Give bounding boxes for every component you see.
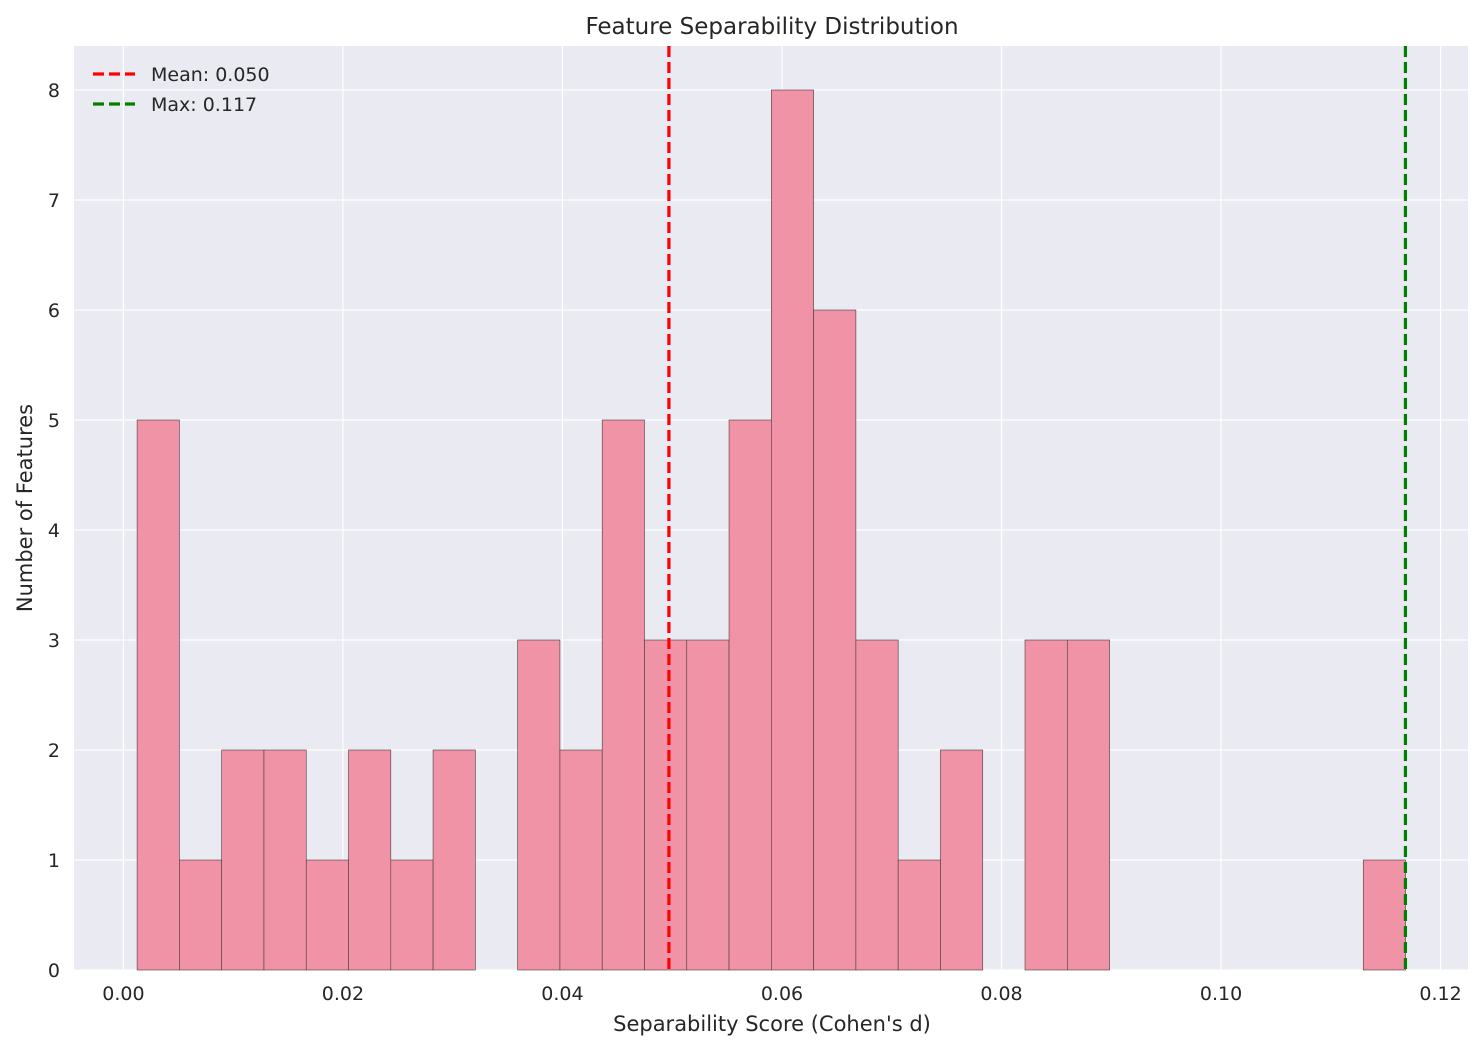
y-axis-ticks: 0 1 2 3 4 5 6 7 8 — [48, 80, 60, 982]
histogram-bar — [1362, 859, 1406, 971]
y-tick-label: 0 — [48, 960, 60, 982]
y-axis-label: Number of Features — [13, 404, 37, 612]
reference-lines — [667, 46, 1408, 970]
histogram-bar — [855, 639, 899, 971]
histogram-bar — [305, 859, 349, 971]
histogram-bar — [390, 859, 434, 971]
x-tick-label: 0.00 — [102, 983, 144, 1005]
histogram-bar — [813, 309, 857, 971]
histogram-bar — [1024, 639, 1068, 971]
y-tick-label: 6 — [48, 300, 60, 322]
chart-title: Feature Separability Distribution — [585, 14, 958, 40]
x-tick-label: 0.12 — [1419, 983, 1461, 1005]
x-axis-ticks: 0.00 0.02 0.04 0.06 0.08 0.10 0.12 — [102, 983, 1461, 1005]
x-tick-label: 0.08 — [980, 983, 1022, 1005]
legend-entry-label: Max: 0.117 — [151, 94, 257, 116]
histogram-bar — [601, 419, 645, 971]
histogram-bar — [517, 639, 561, 971]
x-tick-label: 0.06 — [761, 983, 803, 1005]
histogram-bar — [1066, 639, 1110, 971]
histogram-bar — [771, 89, 814, 971]
y-tick-label: 8 — [48, 80, 60, 102]
legend: Mean: 0.050 Max: 0.117 — [93, 64, 270, 116]
y-tick-label: 1 — [48, 850, 60, 872]
x-tick-label: 0.02 — [322, 983, 364, 1005]
y-tick-label: 4 — [48, 520, 60, 542]
histogram-bar — [897, 859, 941, 971]
histogram-bar — [432, 749, 476, 971]
histogram-bar — [940, 749, 984, 971]
histogram-bars — [136, 89, 1406, 971]
histogram-bar — [136, 419, 180, 971]
histogram-bar — [686, 639, 730, 971]
histogram-bar — [348, 749, 392, 971]
legend-entry-label: Mean: 0.050 — [151, 64, 270, 86]
x-tick-label: 0.10 — [1200, 983, 1242, 1005]
x-tick-label: 0.04 — [541, 983, 583, 1005]
histogram-bar — [728, 419, 772, 971]
histogram-bar — [644, 639, 688, 971]
histogram-bar — [263, 749, 307, 971]
histogram-bar — [179, 859, 222, 971]
histogram-bar — [559, 749, 603, 971]
y-tick-label: 3 — [48, 630, 60, 652]
histogram-bar — [221, 749, 265, 971]
y-tick-label: 2 — [48, 740, 60, 762]
x-axis-label: Separability Score (Cohen's d) — [613, 1012, 931, 1036]
y-tick-label: 7 — [48, 190, 60, 212]
y-tick-label: 5 — [48, 410, 60, 432]
